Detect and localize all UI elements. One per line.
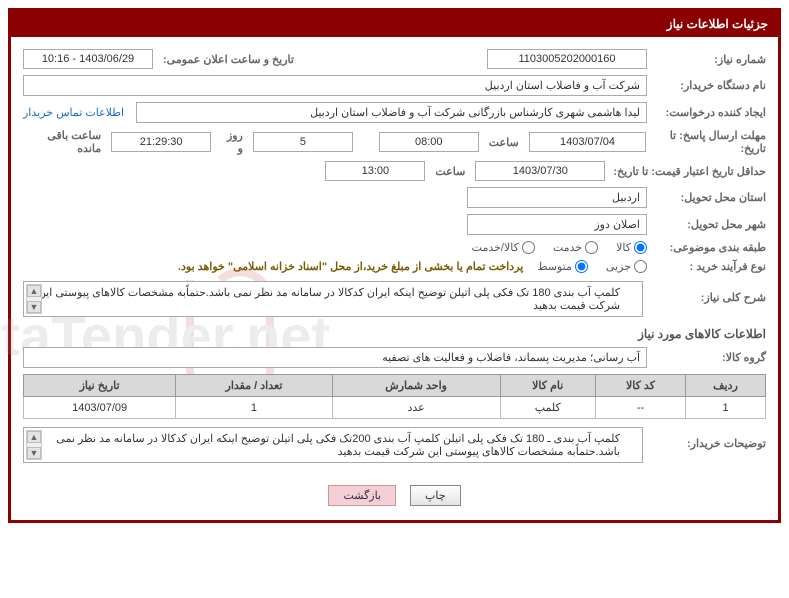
radio-input[interactable] <box>522 241 535 254</box>
group-value: آب رسانی؛ مدیریت پسماند، فاضلاب و فعالیت… <box>23 347 647 368</box>
scrollbar[interactable]: ▲▼ <box>26 284 42 314</box>
buyer-value: شرکت آب و فاضلاب استان اردبیل <box>23 75 647 96</box>
group-label: گروه کالا: <box>651 351 766 364</box>
radio-option[interactable]: جزیی <box>606 260 647 273</box>
radio-input[interactable] <box>575 260 588 273</box>
radio-input[interactable] <box>634 241 647 254</box>
requester-label: ایجاد کننده درخواست: <box>651 106 766 119</box>
radio-label: کالا/خدمت <box>472 241 519 254</box>
column-header: تعداد / مقدار <box>176 375 332 397</box>
column-header: تاریخ نیاز <box>24 375 176 397</box>
general-desc-label: شرح کلی نیاز: <box>651 281 766 304</box>
province-value: اردبیل <box>467 187 647 208</box>
minvalid-date: 1403/07/30 <box>475 161 605 181</box>
scroll-up-icon[interactable]: ▲ <box>27 285 41 297</box>
radio-label: متوسط <box>537 260 572 273</box>
radio-input[interactable] <box>634 260 647 273</box>
announce-label: تاریخ و ساعت اعلان عمومی: <box>157 53 300 66</box>
contact-link[interactable]: اطلاعات تماس خریدار <box>23 106 124 119</box>
column-header: کد کالا <box>595 375 685 397</box>
minvalid-time-label: ساعت <box>429 165 471 178</box>
radio-option[interactable]: کالا/خدمت <box>472 241 535 254</box>
process-label: نوع فرآیند خرید : <box>651 260 766 273</box>
print-button[interactable]: چاپ <box>410 485 461 506</box>
radio-label: جزیی <box>606 260 631 273</box>
process-note: پرداخت تمام یا بخشی از مبلغ خرید،از محل … <box>178 260 523 273</box>
category-label: طبقه بندی موضوعی: <box>651 241 766 254</box>
scroll-down-icon[interactable]: ▼ <box>27 301 41 313</box>
column-header: واحد شمارش <box>332 375 500 397</box>
column-header: ردیف <box>686 375 766 397</box>
general-desc-text: کلمپ آب بندی 180 تک فکی پلی اتیلن توضیح … <box>38 287 620 312</box>
items-title: اطلاعات کالاهای مورد نیاز <box>23 327 766 341</box>
deadline-days-label: روز و <box>215 129 249 155</box>
radio-option[interactable]: خدمت <box>553 241 598 254</box>
scroll-up-icon[interactable]: ▲ <box>27 431 41 443</box>
buyer-notes-text: کلمپ آب بندی ـ 180 تک فکی پلی اتیلن کلمپ… <box>56 433 620 458</box>
table-row: 1--کلمپعدد11403/07/09 <box>24 397 766 419</box>
table-cell: 1 <box>176 397 332 419</box>
deadline-days: 5 <box>253 132 353 152</box>
radio-input[interactable] <box>585 241 598 254</box>
announce-value: 1403/06/29 - 10:16 <box>23 49 153 69</box>
city-value: اصلان دوز <box>467 214 647 235</box>
need-number-label: شماره نیاز: <box>651 53 766 66</box>
radio-option[interactable]: کالا <box>616 241 647 254</box>
minvalid-time: 13:00 <box>325 161 425 181</box>
buyer-notes-label: توضیحات خریدار: <box>651 427 766 450</box>
province-label: استان محل تحویل: <box>651 191 766 204</box>
radio-option[interactable]: متوسط <box>537 260 588 273</box>
city-label: شهر محل تحویل: <box>651 218 766 231</box>
minvalid-label: حداقل تاریخ اعتبار قیمت: تا تاریخ: <box>609 165 766 178</box>
buyer-notes-box[interactable]: کلمپ آب بندی ـ 180 تک فکی پلی اتیلن کلمپ… <box>23 427 643 463</box>
table-cell: کلمپ <box>500 397 595 419</box>
panel-title: جزئیات اطلاعات نیاز <box>11 11 778 37</box>
deadline-countdown: 21:29:30 <box>111 132 211 152</box>
need-number-value: 1103005202000160 <box>487 49 647 69</box>
scroll-down-icon[interactable]: ▼ <box>27 447 41 459</box>
process-radios: جزیی متوسط <box>537 260 647 273</box>
deadline-label: مهلت ارسال پاسخ: تا تاریخ: <box>650 129 766 155</box>
deadline-remain-label: ساعت باقی مانده <box>23 129 107 155</box>
table-cell: 1403/07/09 <box>24 397 176 419</box>
scrollbar[interactable]: ▲▼ <box>26 430 42 460</box>
general-desc-box[interactable]: کلمپ آب بندی 180 تک فکی پلی اتیلن توضیح … <box>23 281 643 317</box>
table-cell: 1 <box>686 397 766 419</box>
column-header: نام کالا <box>500 375 595 397</box>
deadline-time: 08:00 <box>379 132 479 152</box>
deadline-time-label: ساعت <box>483 136 525 149</box>
table-cell: عدد <box>332 397 500 419</box>
deadline-date: 1403/07/04 <box>529 132 647 152</box>
radio-label: کالا <box>616 241 631 254</box>
requester-value: لیدا هاشمی شهری کارشناس بازرگانی شرکت آب… <box>136 102 647 123</box>
table-cell: -- <box>595 397 685 419</box>
items-table: ردیفکد کالانام کالاواحد شمارشتعداد / مقد… <box>23 374 766 419</box>
buyer-label: نام دستگاه خریدار: <box>651 79 766 92</box>
back-button[interactable]: بازگشت <box>328 485 396 506</box>
category-radios: کالا خدمت کالا/خدمت <box>472 241 647 254</box>
radio-label: خدمت <box>553 241 582 254</box>
